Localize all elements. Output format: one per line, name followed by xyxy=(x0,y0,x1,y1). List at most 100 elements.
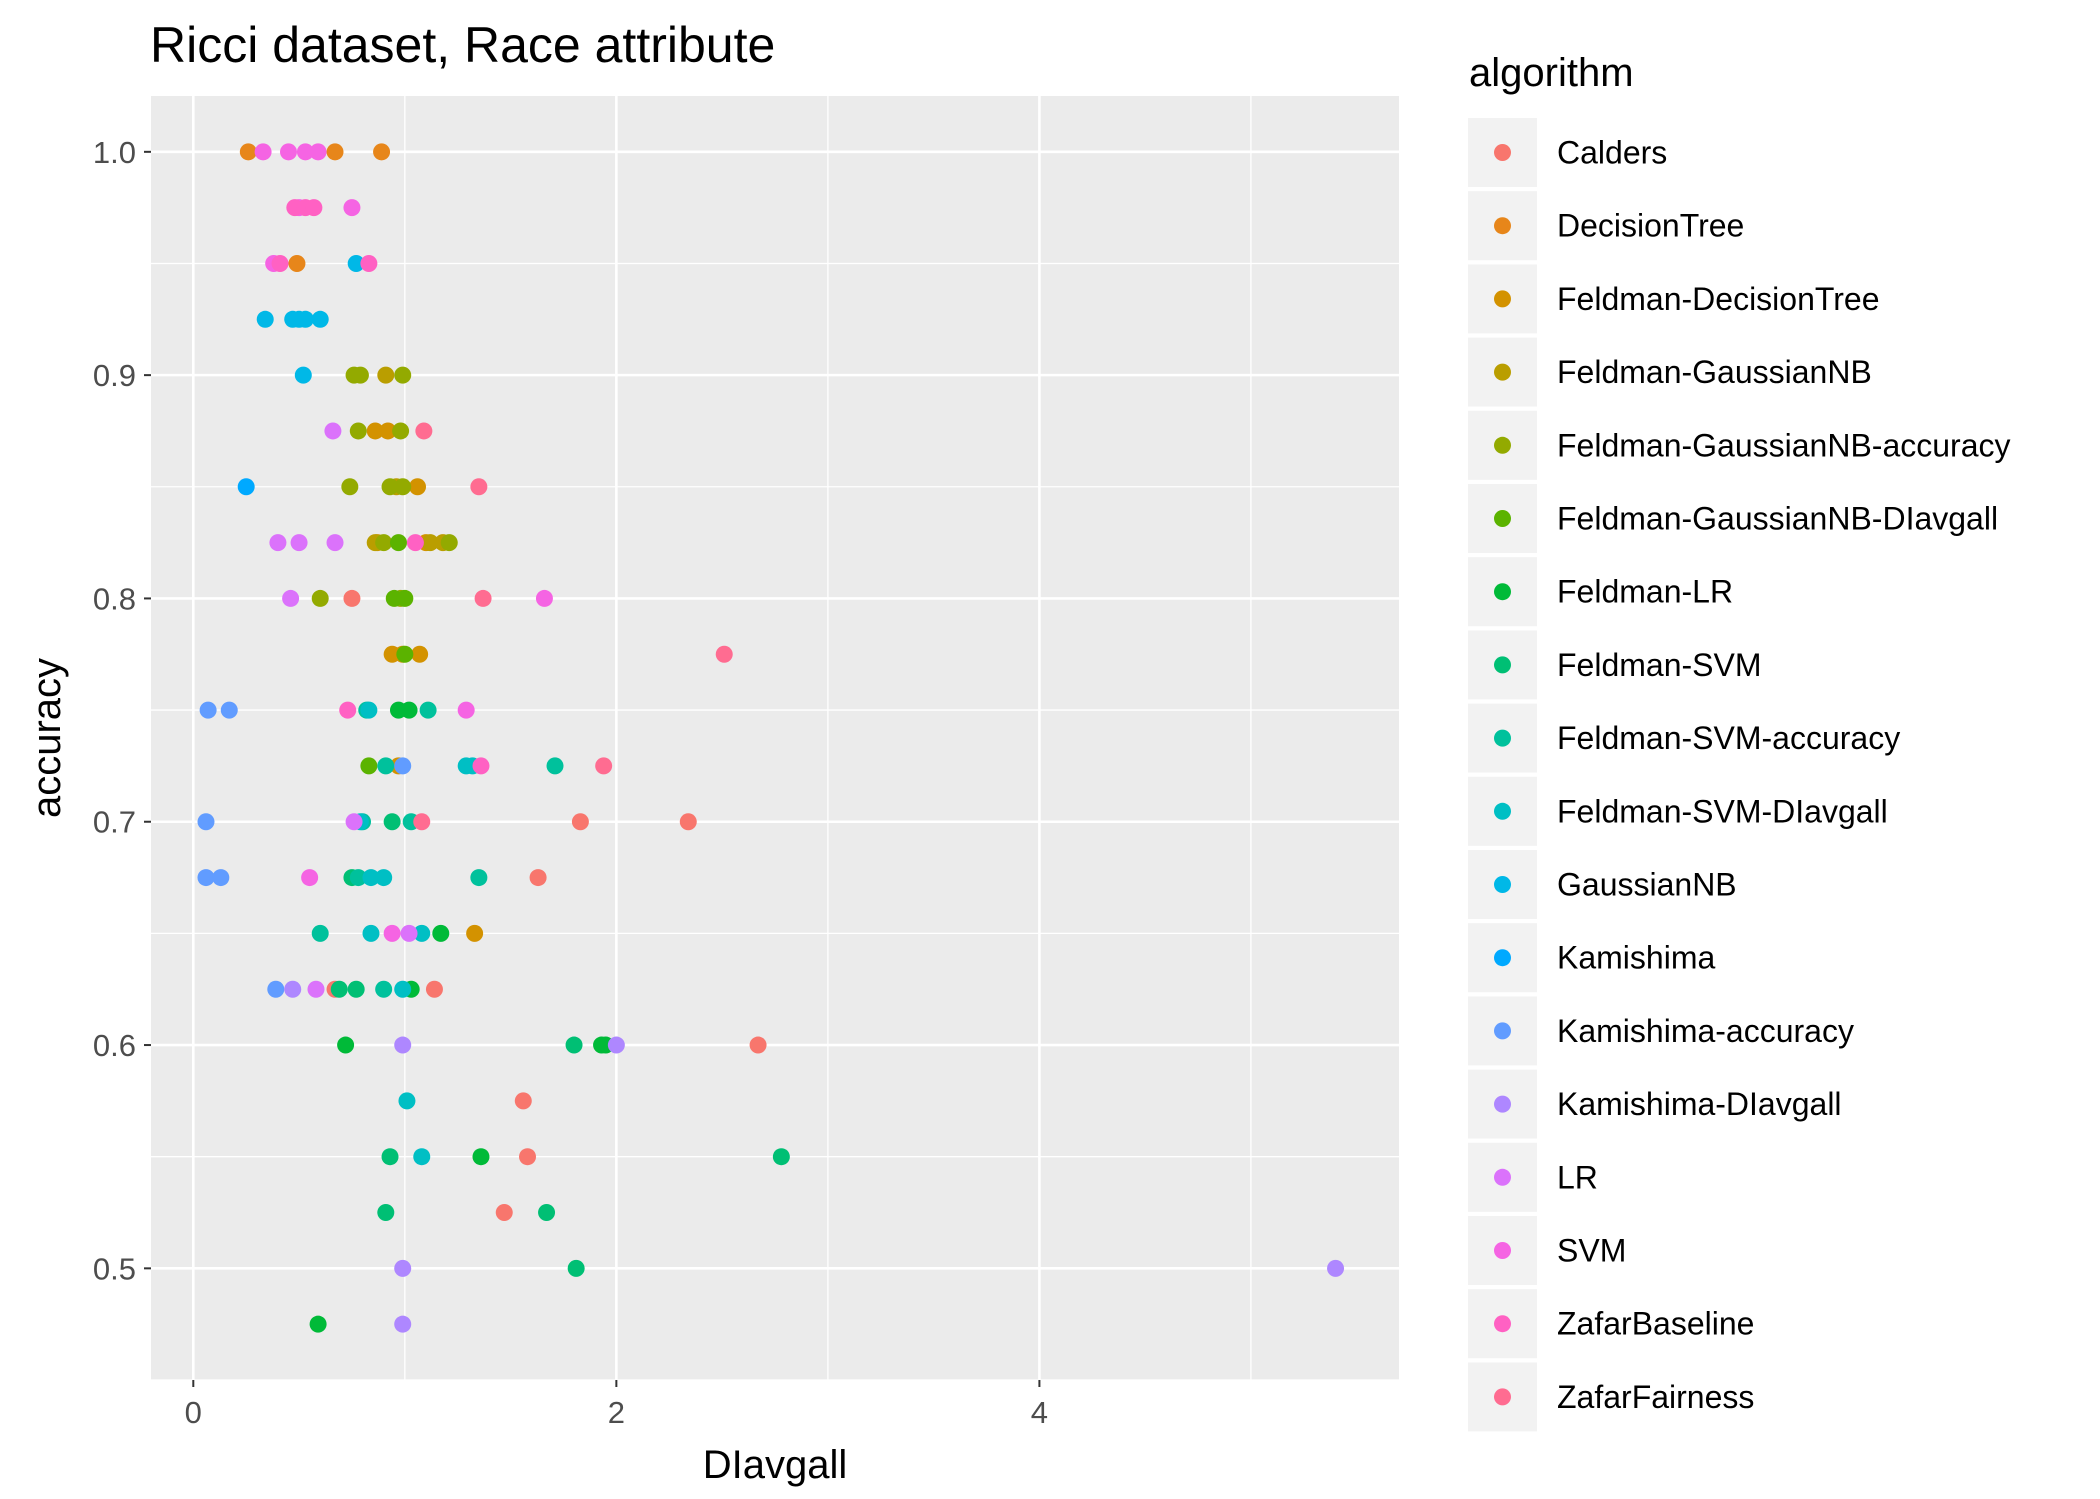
y-tick-label: 1.0 xyxy=(93,135,136,170)
data-point xyxy=(772,1148,790,1166)
legend-title: algorithm xyxy=(1469,51,1634,95)
data-points xyxy=(197,143,1345,1333)
data-point xyxy=(326,143,344,161)
legend-marker xyxy=(1494,1095,1511,1113)
data-point xyxy=(341,478,359,496)
data-point xyxy=(305,199,323,217)
data-point xyxy=(413,813,431,831)
y-tick-label: 0.7 xyxy=(93,805,136,840)
y-tick-label: 0.8 xyxy=(93,581,136,616)
data-point xyxy=(607,1036,625,1054)
legend-marker xyxy=(1494,729,1511,747)
data-point xyxy=(311,310,329,328)
x-tick-label: 4 xyxy=(1031,1395,1048,1430)
data-point xyxy=(349,869,367,887)
data-point xyxy=(411,645,429,663)
data-point xyxy=(284,980,302,998)
legend-label: GaussianNB xyxy=(1557,867,1737,903)
data-point xyxy=(538,1204,556,1222)
axes: 0 2 4 0.5 0.6 0.7 0.8 0.9 1.0 xyxy=(93,135,1048,1430)
data-point xyxy=(379,422,397,440)
legend-marker xyxy=(1494,1315,1511,1333)
legend-marker xyxy=(1494,436,1511,454)
data-point xyxy=(311,924,329,942)
data-point xyxy=(337,1036,355,1054)
data-point xyxy=(330,980,348,998)
data-point xyxy=(519,1148,537,1166)
data-point xyxy=(343,199,361,217)
legend-marker xyxy=(1494,1022,1511,1040)
legend-label: LR xyxy=(1557,1159,1598,1195)
data-point xyxy=(375,869,393,887)
legend-label: Feldman-SVM xyxy=(1557,647,1762,683)
legend-label: Feldman-GaussianNB-DIavgall xyxy=(1557,501,1998,537)
legend-label: DecisionTree xyxy=(1557,208,1744,244)
data-point xyxy=(237,478,255,496)
data-point xyxy=(389,534,407,552)
data-point xyxy=(394,1315,412,1333)
data-point xyxy=(398,1092,416,1110)
data-point xyxy=(394,366,412,384)
data-point xyxy=(375,980,393,998)
data-point xyxy=(514,1092,532,1110)
x-tick-label: 0 xyxy=(185,1395,202,1430)
data-point xyxy=(309,1315,327,1333)
data-point xyxy=(546,757,564,775)
data-point xyxy=(415,422,433,440)
data-point xyxy=(290,534,308,552)
data-point xyxy=(307,980,325,998)
x-tick-label: 2 xyxy=(608,1395,625,1430)
data-point xyxy=(269,534,287,552)
legend-marker xyxy=(1494,144,1511,161)
data-point xyxy=(470,869,488,887)
data-point xyxy=(220,701,238,719)
legend-label: Feldman-GaussianNB xyxy=(1557,354,1872,390)
data-point xyxy=(360,757,378,775)
data-point xyxy=(360,254,378,272)
legend-marker xyxy=(1494,1242,1511,1259)
data-point xyxy=(373,143,391,161)
data-point xyxy=(413,1148,431,1166)
legend-marker xyxy=(1494,802,1511,820)
legend-label: Feldman-LR xyxy=(1557,574,1733,610)
data-point xyxy=(199,701,217,719)
data-point xyxy=(212,869,230,887)
legend-marker xyxy=(1494,583,1511,601)
data-point xyxy=(294,366,312,384)
data-point xyxy=(470,478,488,496)
data-point xyxy=(419,701,437,719)
legend: algorithm Calders DecisionTree Feldman-Dec… xyxy=(1468,51,2011,1432)
data-point xyxy=(254,143,272,161)
legend-marker xyxy=(1494,510,1511,527)
data-point xyxy=(425,980,443,998)
data-point xyxy=(394,757,412,775)
data-point xyxy=(381,1148,399,1166)
data-point xyxy=(362,924,380,942)
data-point xyxy=(381,478,399,496)
data-point xyxy=(360,701,378,719)
data-point xyxy=(197,813,215,831)
data-point xyxy=(535,589,553,607)
legend-label: Feldman-DecisionTree xyxy=(1557,281,1879,317)
legend-label: Calders xyxy=(1557,135,1667,171)
legend-label: ZafarBaseline xyxy=(1557,1306,1754,1342)
data-point xyxy=(457,701,475,719)
data-point xyxy=(406,534,424,552)
data-point xyxy=(309,143,327,161)
data-point xyxy=(474,589,492,607)
data-point xyxy=(409,478,427,496)
data-point xyxy=(375,534,393,552)
data-point xyxy=(1327,1259,1345,1277)
data-point xyxy=(377,1204,395,1222)
legend-label: Feldman-GaussianNB-accuracy xyxy=(1557,427,2011,463)
legend-label: Kamishima-accuracy xyxy=(1557,1013,1854,1049)
data-point xyxy=(565,1036,583,1054)
data-point xyxy=(349,422,367,440)
data-point xyxy=(339,701,357,719)
data-point xyxy=(343,589,361,607)
data-point xyxy=(394,1259,412,1277)
data-point xyxy=(400,701,418,719)
plot-panel xyxy=(151,96,1399,1380)
legend-marker xyxy=(1494,656,1511,674)
data-point xyxy=(432,924,450,942)
